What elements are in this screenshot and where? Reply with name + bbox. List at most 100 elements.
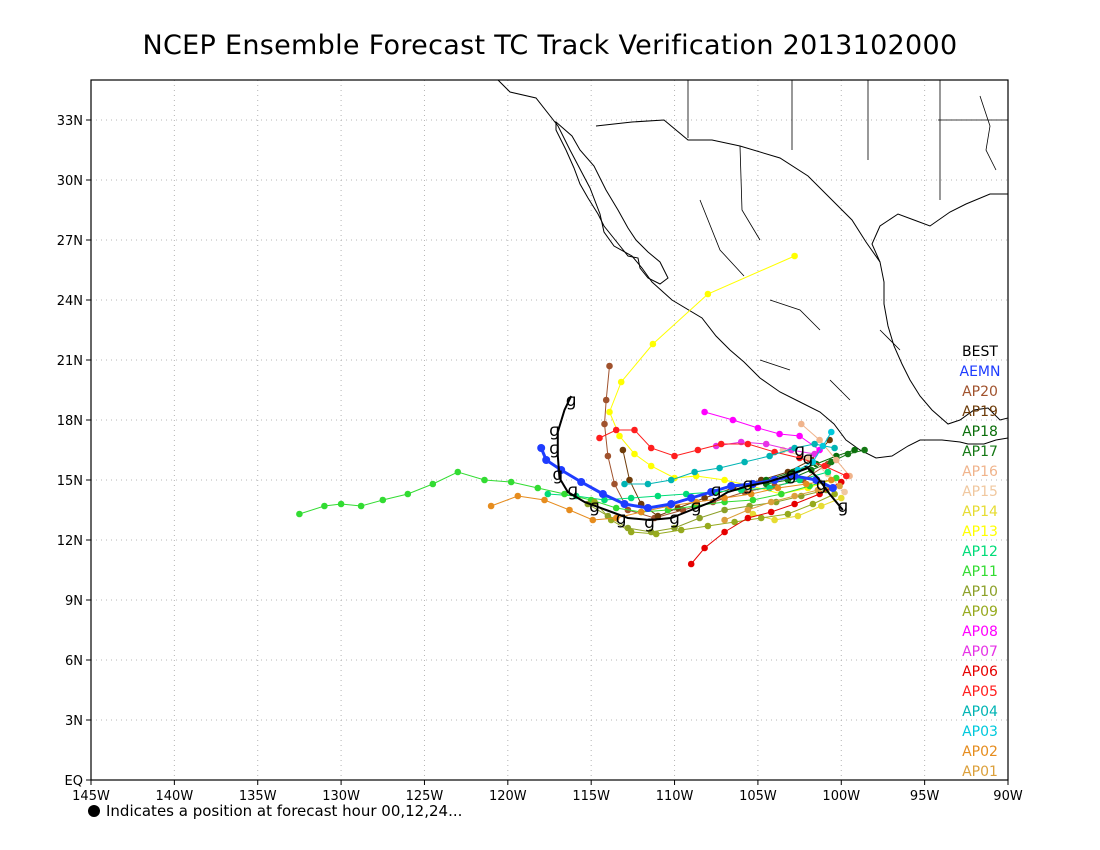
track-point [621, 480, 628, 488]
x-tick-label: 90W [993, 789, 1023, 804]
coastline [497, 80, 1008, 459]
track-point [809, 458, 817, 466]
x-tick-label: 95W [910, 789, 940, 804]
track-point [744, 506, 752, 514]
track-point [691, 468, 698, 476]
track-point [654, 492, 662, 500]
legend-item-ap15: AP15 [962, 484, 998, 500]
track-line [704, 411, 820, 451]
track-point [652, 530, 660, 538]
legend-item-ap06: AP06 [962, 664, 998, 680]
hurricane-symbol-icon: ɡ [816, 475, 827, 495]
x-tick-label: 145W [72, 789, 110, 804]
hurricane-symbol-icon: ɡ [549, 421, 560, 441]
track-point [841, 488, 848, 496]
track-point [589, 516, 597, 524]
track-point [729, 416, 737, 424]
track-point [544, 490, 552, 498]
track-point [821, 462, 828, 470]
track-point [749, 510, 757, 518]
track-point [824, 468, 832, 476]
hurricane-symbol-icon: ɡ [552, 465, 563, 485]
track-point [671, 524, 678, 532]
track-ap20 [601, 362, 832, 522]
track-point [602, 396, 610, 404]
track-point [762, 440, 770, 448]
hurricane-symbol-icon: ɡ [838, 497, 849, 517]
track-point [601, 496, 608, 504]
track-point [598, 490, 607, 498]
legend: BEST AEMN AP20 AP19 AP18 AP17 AP16 AP15 AP14 AP13… [950, 342, 1010, 782]
track-point [721, 528, 728, 536]
track-point [644, 480, 652, 488]
y-tick-label: 24N [57, 294, 83, 309]
track-point [833, 456, 840, 464]
track-point [692, 498, 700, 506]
track-point [577, 478, 586, 486]
plot-background [91, 80, 1008, 780]
legend-item-ap20: AP20 [962, 384, 998, 400]
track-line [724, 485, 840, 521]
legend-item-ap02: AP02 [962, 744, 998, 760]
track-point [707, 488, 716, 496]
legend-item-ap19: AP19 [962, 404, 998, 420]
legend-item-ap16: AP16 [962, 464, 998, 480]
hurricane-symbol-icon: ɡ [711, 481, 722, 501]
track-point [791, 444, 798, 452]
track-point [791, 492, 798, 500]
track-point [542, 456, 551, 464]
legend-item-ap07: AP07 [962, 644, 998, 660]
track-point [704, 290, 712, 298]
hurricane-symbol-icon: ɡ [566, 391, 577, 411]
track-point [838, 494, 845, 502]
track-point [601, 420, 608, 428]
x-tick-label: 110W [656, 789, 694, 804]
track-point [627, 528, 635, 536]
us-state-lines [687, 80, 1008, 200]
track-point [754, 424, 762, 432]
track-point [809, 500, 817, 508]
track-point [296, 510, 303, 518]
track-point [487, 502, 495, 510]
track-point [647, 462, 655, 470]
y-tick-label: 9N [65, 594, 83, 609]
track-point [831, 490, 838, 498]
hurricane-symbol-icon: ɡ [669, 509, 680, 529]
track-point [701, 544, 708, 552]
track-point [798, 420, 805, 428]
track-point [671, 452, 678, 460]
track-point [701, 408, 708, 416]
us-mexico-border [595, 119, 881, 263]
track-line [624, 443, 835, 485]
track-point [811, 450, 818, 458]
track-point [321, 502, 328, 510]
mexico-state-lines [699, 145, 901, 401]
track-point [803, 480, 810, 488]
track-point [767, 508, 775, 516]
track-point [566, 506, 573, 514]
track-point [749, 496, 757, 504]
track-point [716, 464, 723, 472]
track-point [537, 444, 546, 452]
hurricane-symbol-icon: ɡ [616, 509, 627, 529]
track-best [556, 395, 844, 522]
legend-item-ap03: AP03 [962, 724, 998, 740]
track-point [833, 474, 840, 482]
track-ap04 [621, 440, 838, 488]
track-point [357, 502, 365, 510]
track-point [778, 490, 785, 498]
track-point [507, 478, 515, 486]
track-point [687, 560, 695, 568]
track-point [454, 468, 462, 476]
track-point [796, 432, 803, 440]
track-point [687, 494, 696, 502]
track-point [604, 452, 612, 460]
track-point [828, 476, 835, 484]
x-tick-label: 125W [406, 789, 444, 804]
track-ap06 [687, 478, 845, 568]
track-point [831, 444, 838, 452]
y-tick-label: 12N [57, 534, 83, 549]
track-point [620, 500, 629, 508]
